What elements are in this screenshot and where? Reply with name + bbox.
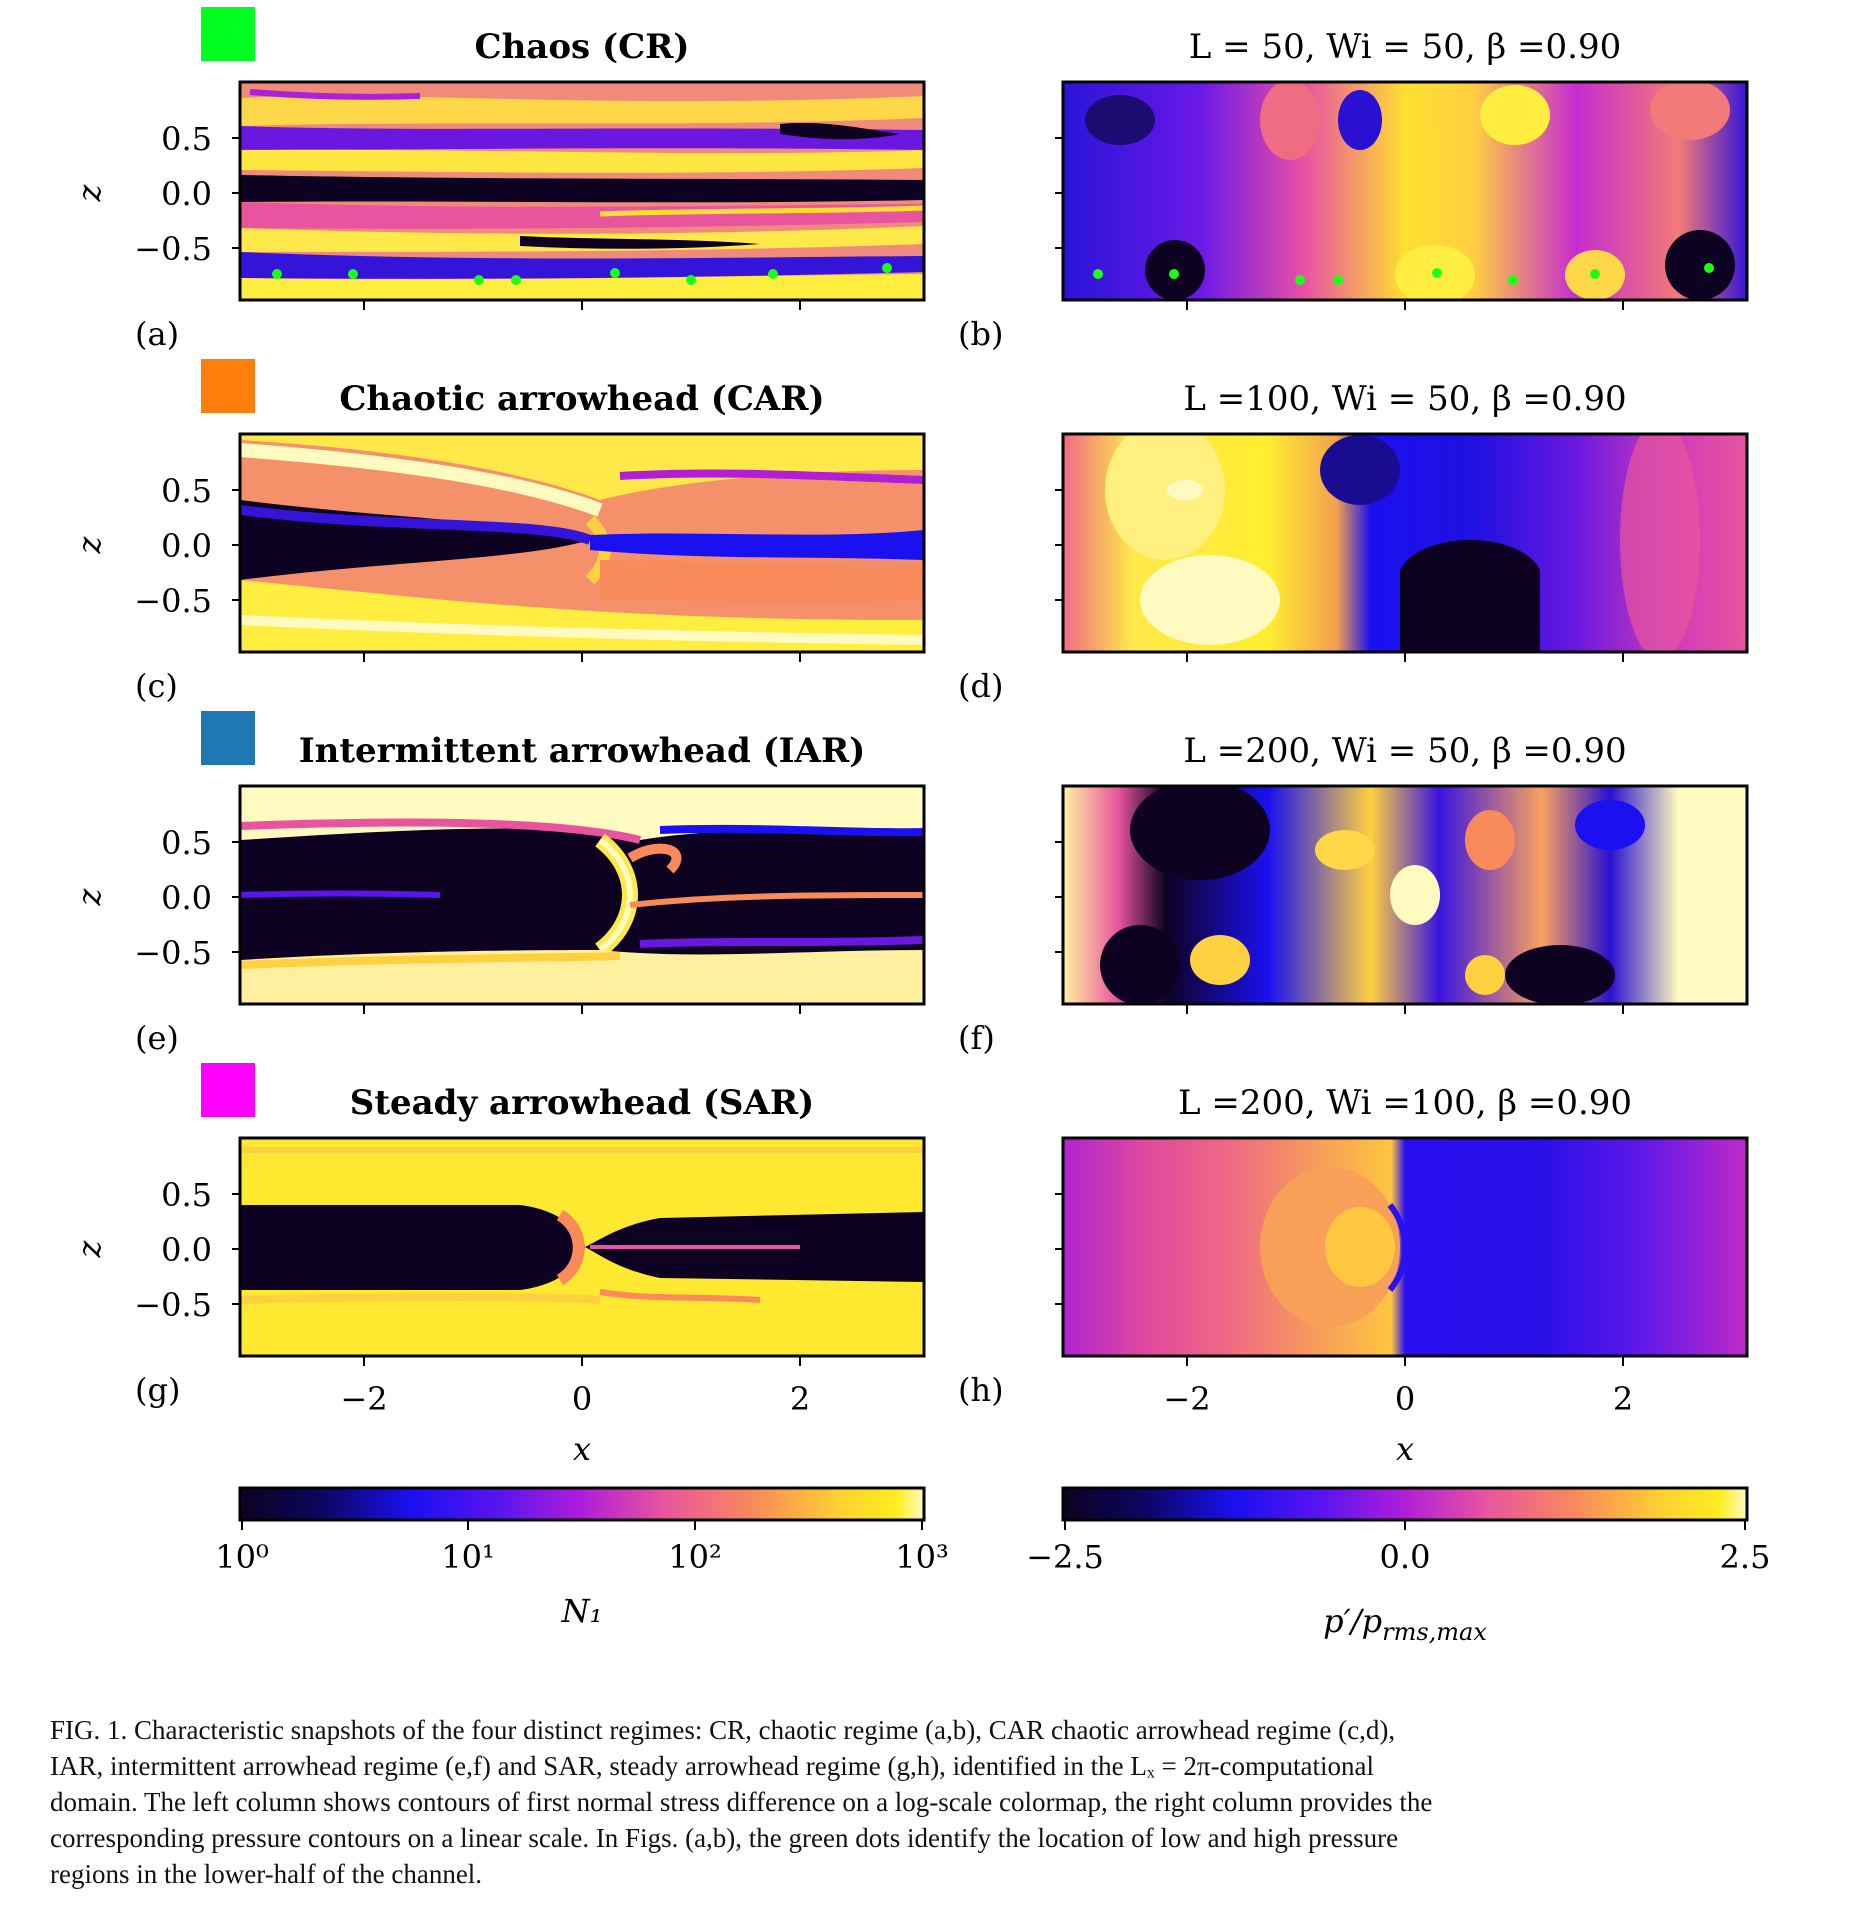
z-axis-label: z xyxy=(70,183,108,202)
z-axis-label: z xyxy=(70,535,108,554)
caption-line: corresponding pressure contours on a lin… xyxy=(50,1823,1399,1853)
panel-label-a: (a) xyxy=(135,315,179,353)
caption-line: FIG. 1. Characteristic snapshots of the … xyxy=(50,1715,1396,1745)
z-tick-label: −0.5 xyxy=(134,582,212,620)
parameter-label: L = 50, Wi = 50, β =0.90 xyxy=(1189,27,1621,67)
panel-label-g: (g) xyxy=(135,1371,180,1409)
pressure-markers-a xyxy=(272,263,892,285)
row-sar: Steady arrowhead (SAR) L =200, Wi =100, … xyxy=(135,1063,1749,1409)
panel-label-d: (d) xyxy=(958,667,1003,705)
n1-contour-plot-g xyxy=(240,1138,924,1356)
x-tick-label: 0 xyxy=(1395,1380,1415,1418)
z-tick-label: −0.5 xyxy=(134,230,212,268)
x-axis-right: −2 0 2 x xyxy=(1163,1380,1633,1468)
panel-label-f: (f) xyxy=(958,1019,995,1057)
colorbar-pressure: −2.5 0.0 2.5 p′/prms,max xyxy=(1026,1486,1771,1646)
pressure-markers-b xyxy=(1093,263,1714,285)
x-tick-label: −2 xyxy=(1163,1380,1210,1418)
regime-swatch xyxy=(201,359,255,413)
n1-contour-plot-c xyxy=(240,434,924,652)
x-tick-label: 0 xyxy=(572,1380,592,1418)
z-tick-label: 0.5 xyxy=(161,472,212,510)
regime-title: Chaotic arrowhead (CAR) xyxy=(339,379,824,419)
figure-caption: FIG. 1. Characteristic snapshots of the … xyxy=(50,1712,1802,1892)
z-tick-label: 0.0 xyxy=(161,175,212,213)
parameter-label: L =100, Wi = 50, β =0.90 xyxy=(1183,379,1626,419)
z-axis-label: z xyxy=(70,887,108,906)
z-tick-label: 0.0 xyxy=(161,879,212,917)
caption-line: regions in the lower-half of the channel… xyxy=(50,1859,483,1889)
x-tick-label: 2 xyxy=(1613,1380,1633,1418)
row-iar: Intermittent arrowhead (IAR) L =200, Wi … xyxy=(135,711,1749,1057)
z-axis-row-2: 0.5 0.0 −0.5 z xyxy=(70,472,1063,620)
colorbar-tick-label: 0.0 xyxy=(1380,1538,1431,1576)
caption-line: IAR, intermittent arrowhead regime (e,f)… xyxy=(50,1751,1375,1781)
pressure-contour-plot-h xyxy=(1063,1138,1747,1356)
colorbar-tick-label: 10¹ xyxy=(441,1538,495,1576)
colorbar-tick-label: −2.5 xyxy=(1026,1538,1104,1576)
panel-label-b: (b) xyxy=(958,315,1003,353)
z-tick-label: 0.5 xyxy=(161,120,212,158)
colorbar-label: p′/prms,max xyxy=(1323,1602,1487,1646)
row-car: Chaotic arrowhead (CAR) L =100, Wi = 50,… xyxy=(135,359,1749,705)
x-axis-label: x xyxy=(1396,1430,1414,1468)
x-tick-label: −2 xyxy=(340,1380,387,1418)
colorbar-tick-label: 10⁰ xyxy=(215,1538,269,1576)
parameter-label: L =200, Wi = 50, β =0.90 xyxy=(1183,731,1626,771)
panel-label-c: (c) xyxy=(135,667,178,705)
colorbar-tick-label: 10² xyxy=(668,1538,722,1576)
z-tick-label: −0.5 xyxy=(134,934,212,972)
x-ticks-grid xyxy=(363,300,1624,1366)
z-tick-label: −0.5 xyxy=(134,1286,212,1324)
colorbar-label: N₁ xyxy=(561,1592,603,1630)
n1-contour-plot-e xyxy=(240,786,924,1004)
pressure-contour-plot-d xyxy=(1063,434,1747,652)
z-axis-row-3: 0.5 0.0 −0.5 z xyxy=(70,824,1063,972)
z-axis-row-4: 0.5 0.0 −0.5 z xyxy=(70,1176,1063,1324)
colorbar-tick-label: 2.5 xyxy=(1720,1538,1771,1576)
n1-contour-plot-a xyxy=(240,82,924,300)
colorbar-tick-label: 10³ xyxy=(895,1538,949,1576)
regime-swatch xyxy=(201,1063,255,1117)
z-tick-label: 0.0 xyxy=(161,527,212,565)
caption-line: domain. The left column shows contours o… xyxy=(50,1787,1433,1817)
pressure-contour-plot-f xyxy=(1063,786,1747,1004)
regime-title: Chaos (CR) xyxy=(475,27,690,67)
row-cr: Chaos (CR) L = 50, Wi = 50, β =0.90 xyxy=(135,7,1749,353)
z-tick-label: 0.0 xyxy=(161,1231,212,1269)
panel-label-h: (h) xyxy=(958,1371,1004,1409)
x-axis-left: −2 0 2 x xyxy=(340,1380,810,1468)
z-tick-label: 0.5 xyxy=(161,1176,212,1214)
pressure-contour-plot-b xyxy=(1063,82,1747,300)
panel-label-e: (e) xyxy=(135,1019,179,1057)
colorbar-label-main: p′/p xyxy=(1323,1602,1382,1640)
colorbar-label-sub: rms,max xyxy=(1382,1618,1487,1646)
x-tick-label: 2 xyxy=(790,1380,810,1418)
z-axis-row-1: 0.5 0.0 −0.5 z xyxy=(70,120,1063,268)
colorbar-n1: 10⁰ 10¹ 10² 10³ N₁ xyxy=(215,1486,949,1630)
regime-title: Intermittent arrowhead (IAR) xyxy=(299,731,866,771)
regime-swatch xyxy=(201,7,255,61)
x-axis-label: x xyxy=(573,1430,591,1468)
z-axis-label: z xyxy=(70,1239,108,1258)
z-tick-label: 0.5 xyxy=(161,824,212,862)
regime-title: Steady arrowhead (SAR) xyxy=(350,1083,814,1123)
parameter-label: L =200, Wi =100, β =0.90 xyxy=(1178,1083,1632,1123)
regime-swatch xyxy=(201,711,255,765)
